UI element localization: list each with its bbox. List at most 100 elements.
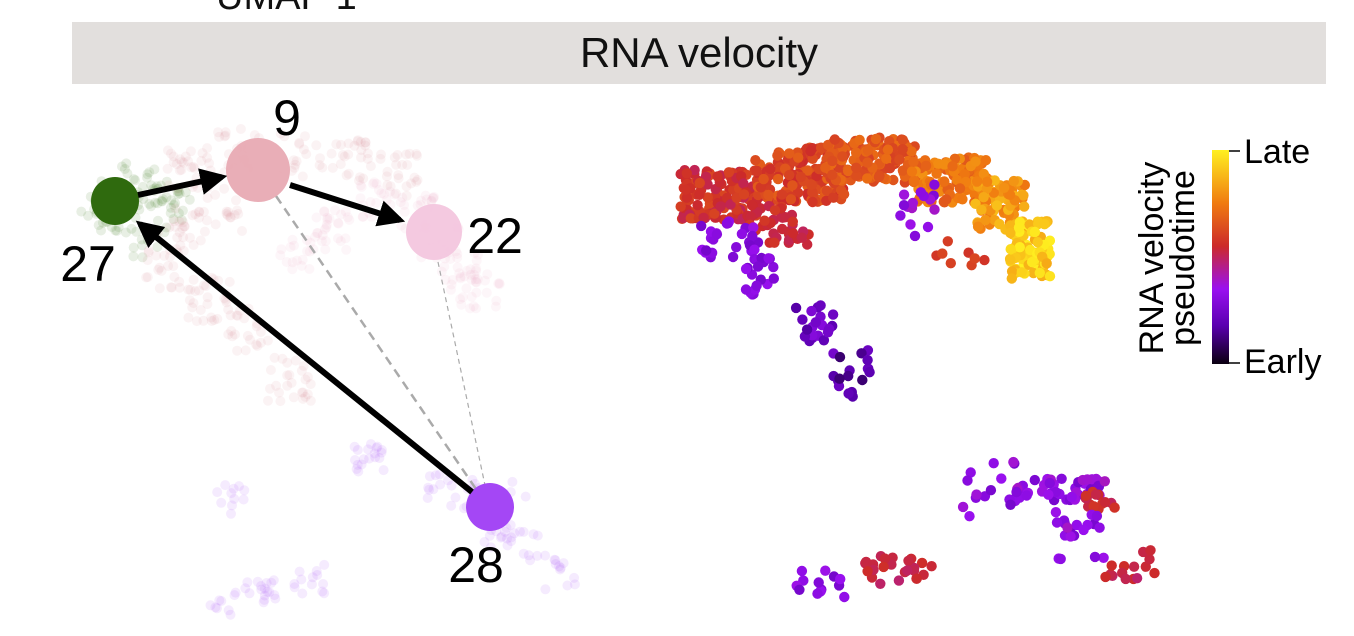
cell-point xyxy=(317,162,328,173)
cell-point xyxy=(540,584,551,595)
cell-point xyxy=(169,216,180,227)
cell-point xyxy=(239,485,250,496)
cell-point xyxy=(296,260,307,271)
cell-point xyxy=(371,178,382,189)
pseudotime-point xyxy=(908,175,920,186)
pseudotime-point xyxy=(1005,244,1016,255)
pseudotime-point xyxy=(1014,242,1025,253)
cell-point xyxy=(569,579,580,590)
cell-point xyxy=(401,181,412,192)
pseudotime-point xyxy=(1109,502,1120,513)
cell-point xyxy=(326,148,337,159)
cell-point xyxy=(166,202,176,213)
cell-point xyxy=(312,228,323,238)
cell-point xyxy=(302,389,313,400)
cell-point xyxy=(369,177,380,188)
pseudotime-point xyxy=(802,165,813,176)
cell-point xyxy=(454,268,465,279)
pseudotime-point xyxy=(772,150,783,161)
pseudotime-point xyxy=(906,146,917,157)
cell-point xyxy=(277,353,288,364)
pseudotime-point xyxy=(812,588,823,599)
cell-point xyxy=(318,579,329,589)
pseudotime-point xyxy=(862,145,874,156)
cell-point xyxy=(161,176,172,187)
cell-point xyxy=(224,276,235,287)
cell-point xyxy=(343,149,354,160)
cell-point xyxy=(240,583,251,594)
cell-point xyxy=(144,199,155,209)
cell-point xyxy=(259,594,270,605)
cell-point xyxy=(289,579,300,589)
cell-point xyxy=(465,264,476,275)
cell-point xyxy=(222,210,233,221)
cell-point xyxy=(352,445,363,455)
cell-point xyxy=(214,131,225,142)
pseudotime-point xyxy=(1006,273,1017,284)
pseudotime-point xyxy=(689,164,700,176)
cell-point xyxy=(263,395,273,406)
cell-point xyxy=(214,595,225,606)
cell-point xyxy=(479,537,490,547)
pseudotime-point xyxy=(820,162,831,173)
cell-point xyxy=(471,263,482,274)
pseudotime-point xyxy=(909,230,921,242)
cell-point xyxy=(333,218,343,228)
node-9 xyxy=(226,138,290,202)
cell-point xyxy=(360,137,371,148)
pseudotime-point xyxy=(821,185,832,196)
cell-point xyxy=(161,192,172,203)
pseudotime-point xyxy=(776,189,788,200)
pseudotime-point xyxy=(862,173,873,184)
cell-point xyxy=(291,156,302,167)
cell-point xyxy=(469,247,480,258)
cell-point xyxy=(221,206,232,217)
pseudotime-point xyxy=(1098,552,1109,563)
pseudotime-point xyxy=(980,214,991,226)
cell-point xyxy=(397,159,408,170)
cell-point xyxy=(353,466,364,477)
cell-point xyxy=(421,194,432,205)
cell-point xyxy=(284,370,295,380)
cell-point xyxy=(291,255,302,266)
cell-point xyxy=(177,223,188,234)
cell-point xyxy=(362,148,373,159)
cell-point xyxy=(311,140,322,151)
pseudotime-point xyxy=(1062,522,1073,533)
cell-point xyxy=(184,194,195,205)
pseudotime-point xyxy=(818,335,830,346)
cell-point xyxy=(168,214,179,225)
cell-point xyxy=(176,164,187,175)
cell-point xyxy=(289,162,300,173)
cell-point xyxy=(249,130,260,141)
pseudotime-point xyxy=(939,159,950,170)
cell-point xyxy=(121,227,131,238)
pseudotime-point xyxy=(842,165,854,177)
pseudotime-point xyxy=(895,210,906,221)
cell-point xyxy=(195,235,206,246)
cell-point xyxy=(130,175,141,186)
cell-point xyxy=(165,208,176,218)
cell-point xyxy=(255,337,266,348)
pseudotime-point xyxy=(839,591,850,603)
cell-point xyxy=(76,206,87,217)
cell-point xyxy=(319,206,330,217)
pseudotime-point xyxy=(937,248,948,259)
cell-point xyxy=(406,178,417,189)
pseudotime-point xyxy=(970,156,981,167)
cell-point xyxy=(151,250,162,261)
cell-point xyxy=(401,149,412,160)
cell-point xyxy=(562,580,573,591)
cell-point xyxy=(336,209,347,220)
cell-point xyxy=(180,151,191,162)
cell-point xyxy=(321,222,332,233)
cell-point xyxy=(470,276,481,287)
cell-point xyxy=(288,392,299,403)
cell-point xyxy=(506,536,517,547)
cell-point xyxy=(471,265,482,276)
cell-point xyxy=(365,197,376,207)
cell-point xyxy=(297,387,307,398)
cell-point xyxy=(355,137,366,147)
cell-point xyxy=(128,242,139,253)
